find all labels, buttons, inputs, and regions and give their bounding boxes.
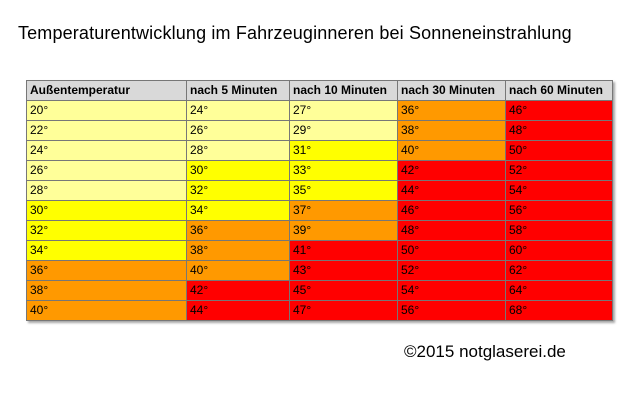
after-10-min-cell: 27° — [289, 100, 398, 121]
outside-temp-cell: 34° — [26, 240, 187, 261]
after-30-min-cell: 36° — [397, 100, 506, 121]
after-30-min-cell: 40° — [397, 140, 506, 161]
table-row: 34° 38° 41° 50° 60° — [26, 240, 613, 261]
outside-temp-cell: 28° — [26, 180, 187, 201]
after-5-min-cell: 26° — [186, 120, 290, 141]
outside-temp-cell: 30° — [26, 200, 187, 221]
after-60-min-cell: 56° — [505, 200, 613, 221]
after-60-min-cell: 58° — [505, 220, 613, 241]
outside-temp-cell: 38° — [26, 280, 187, 301]
outside-temp-cell: 32° — [26, 220, 187, 241]
after-30-min-cell: 44° — [397, 180, 506, 201]
table-body: 20° 24° 27° 36° 46° 22° 26° 29° 38° 48° 24° 28° 31° 4… — [26, 100, 613, 321]
outside-temp-cell: 24° — [26, 140, 187, 161]
table-container: Außentemperatur nach 5 Minuten nach 10 M… — [26, 80, 613, 321]
after-10-min-cell: 33° — [289, 160, 398, 181]
after-5-min-cell: 24° — [186, 100, 290, 121]
after-10-min-cell: 39° — [289, 220, 398, 241]
after-60-min-cell: 68° — [505, 300, 613, 321]
after-60-min-cell: 52° — [505, 160, 613, 181]
outside-temp-cell: 20° — [26, 100, 187, 121]
after-10-min-cell: 29° — [289, 120, 398, 141]
temperature-table: Außentemperatur nach 5 Minuten nach 10 M… — [26, 80, 613, 321]
after-5-min-cell: 28° — [186, 140, 290, 161]
after-10-min-cell: 41° — [289, 240, 398, 261]
after-30-min-cell: 46° — [397, 200, 506, 221]
after-5-min-cell: 32° — [186, 180, 290, 201]
after-5-min-cell: 30° — [186, 160, 290, 181]
after-30-min-cell: 52° — [397, 260, 506, 281]
outside-temp-cell: 36° — [26, 260, 187, 281]
after-30-min-cell: 56° — [397, 300, 506, 321]
header-after-30-minutes: nach 30 Minuten — [397, 80, 506, 101]
after-5-min-cell: 34° — [186, 200, 290, 221]
copyright-footer: ©2015 notglaserei.de — [404, 342, 566, 361]
table-row: 22° 26° 29° 38° 48° — [26, 120, 613, 141]
after-5-min-cell: 38° — [186, 240, 290, 261]
after-60-min-cell: 64° — [505, 280, 613, 301]
outside-temp-cell: 26° — [26, 160, 187, 181]
after-60-min-cell: 62° — [505, 260, 613, 281]
after-10-min-cell: 45° — [289, 280, 398, 301]
after-60-min-cell: 60° — [505, 240, 613, 261]
outside-temp-cell: 22° — [26, 120, 187, 141]
table-row: 40° 44° 47° 56° 68° — [26, 300, 613, 321]
header-after-10-minutes: nach 10 Minuten — [289, 80, 398, 101]
page-title: Temperaturentwicklung im Fahrzeuginneren… — [18, 23, 572, 43]
table-row: 20° 24° 27° 36° 46° — [26, 100, 613, 121]
table-row: 38° 42° 45° 54° 64° — [26, 280, 613, 301]
after-30-min-cell: 50° — [397, 240, 506, 261]
outside-temp-cell: 40° — [26, 300, 187, 321]
after-10-min-cell: 35° — [289, 180, 398, 201]
table-header-row: Außentemperatur nach 5 Minuten nach 10 M… — [26, 80, 613, 101]
table-row: 26° 30° 33° 42° 52° — [26, 160, 613, 181]
table-row: 36° 40° 43° 52° 62° — [26, 260, 613, 281]
table-row: 28° 32° 35° 44° 54° — [26, 180, 613, 201]
after-30-min-cell: 38° — [397, 120, 506, 141]
after-10-min-cell: 43° — [289, 260, 398, 281]
table-row: 32° 36° 39° 48° 58° — [26, 220, 613, 241]
table-row: 30° 34° 37° 46° 56° — [26, 200, 613, 221]
table-row: 24° 28° 31° 40° 50° — [26, 140, 613, 161]
after-5-min-cell: 40° — [186, 260, 290, 281]
after-60-min-cell: 54° — [505, 180, 613, 201]
after-60-min-cell: 46° — [505, 100, 613, 121]
after-30-min-cell: 54° — [397, 280, 506, 301]
after-5-min-cell: 44° — [186, 300, 290, 321]
after-5-min-cell: 36° — [186, 220, 290, 241]
after-10-min-cell: 47° — [289, 300, 398, 321]
header-outside-temperature: Außentemperatur — [26, 80, 187, 101]
after-60-min-cell: 50° — [505, 140, 613, 161]
after-60-min-cell: 48° — [505, 120, 613, 141]
header-after-60-minutes: nach 60 Minuten — [505, 80, 613, 101]
header-after-5-minutes: nach 5 Minuten — [186, 80, 290, 101]
after-5-min-cell: 42° — [186, 280, 290, 301]
after-10-min-cell: 31° — [289, 140, 398, 161]
after-30-min-cell: 42° — [397, 160, 506, 181]
after-30-min-cell: 48° — [397, 220, 506, 241]
after-10-min-cell: 37° — [289, 200, 398, 221]
